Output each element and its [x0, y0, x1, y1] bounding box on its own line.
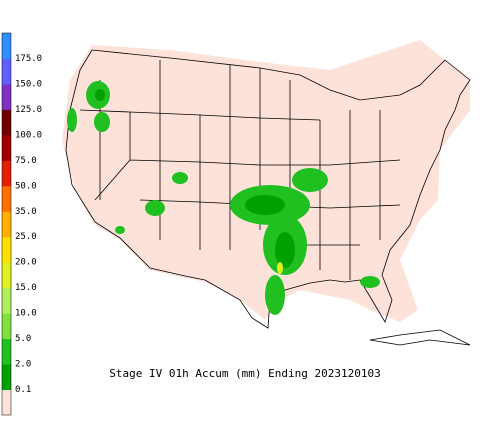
- legend-swatch: [2, 160, 11, 187]
- legend-frame: [1, 32, 12, 416]
- legend-swatch: [2, 58, 11, 85]
- legend-label: 15.0: [15, 283, 37, 293]
- legend-swatch: [2, 313, 11, 340]
- legend-swatch: [2, 109, 11, 136]
- legend-swatch: [2, 83, 11, 110]
- legend-label: 35.0: [15, 207, 37, 217]
- legend-swatch: [2, 389, 11, 416]
- legend-label: 25.0: [15, 232, 37, 242]
- precip-peak: [277, 262, 283, 274]
- legend-swatch: [2, 262, 11, 289]
- legend-label: 75.0: [15, 156, 37, 166]
- caption: Stage IV 01h Accum (mm) Ending 202312010…: [109, 367, 381, 380]
- legend-swatch: [2, 338, 11, 365]
- legend-label: 2.0: [15, 360, 31, 370]
- legend-label: 50.0: [15, 181, 37, 191]
- legend-label: 5.0: [15, 334, 31, 344]
- precip-areas: [67, 81, 380, 315]
- legend-label: 0.1: [15, 385, 31, 395]
- legend: 0.1 2.0 5.0 10.0 15.0 20.0 25.0 35.0 50.0 75.0 100…: [1, 32, 42, 416]
- legend-label: 100.0: [15, 130, 42, 140]
- legend-swatch: [2, 33, 11, 59]
- legend-swatch: [2, 364, 11, 391]
- legend-swatch: [2, 211, 11, 238]
- legend-label: 175.0: [15, 54, 42, 64]
- precip-heavy: [95, 89, 295, 268]
- legend-swatch: [2, 236, 11, 263]
- legend-swatch: [2, 185, 11, 212]
- boundaries: [65, 49, 471, 346]
- legend-swatch: [2, 134, 11, 161]
- legend-label: 10.0: [15, 309, 37, 319]
- legend-label: 125.0: [15, 105, 42, 115]
- coverage-area: [62, 40, 470, 322]
- legend-label: 150.0: [15, 79, 42, 89]
- legend-swatch: [2, 287, 11, 314]
- legend-label: 20.0: [15, 258, 37, 268]
